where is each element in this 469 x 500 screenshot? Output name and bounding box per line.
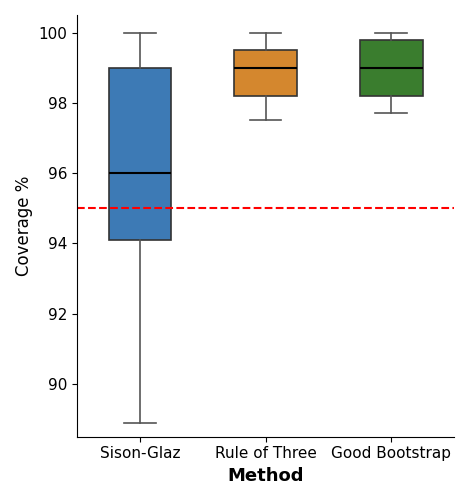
- PathPatch shape: [360, 40, 423, 96]
- PathPatch shape: [234, 50, 297, 96]
- PathPatch shape: [108, 68, 171, 240]
- Y-axis label: Coverage %: Coverage %: [15, 176, 33, 276]
- X-axis label: Method: Method: [227, 467, 304, 485]
